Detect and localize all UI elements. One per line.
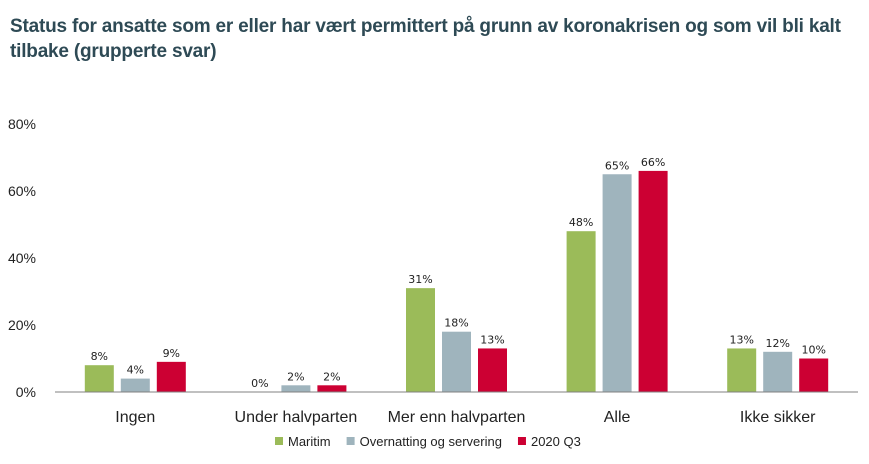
bar-5-series-3 — [799, 358, 829, 392]
y-tick-label-20: 20% — [8, 317, 36, 333]
data-label-2-series-1: 0% — [251, 377, 268, 390]
bar-series-group: 8% 4% 9% 0% 2% 2% 31% 18% 13% 48% 65% 66% 13% 12% 10% — [84, 156, 829, 392]
data-label-3-series-2: 18% — [444, 317, 468, 330]
data-label-3-series-3: 13% — [480, 333, 504, 346]
legend: Maritim Overnatting og servering 2020 Q3 — [275, 434, 581, 449]
y-tick-label-60: 60% — [8, 183, 36, 199]
bar-5-series-1 — [727, 348, 757, 392]
legend-label-1: Maritim — [288, 434, 331, 449]
bar-3-series-1 — [406, 288, 435, 392]
category-label-4: Alle — [604, 409, 631, 426]
y-axis: 0% 20% 40% 60% 80% — [8, 116, 36, 400]
data-label-4-series-3: 66% — [641, 156, 665, 169]
bar-4-series-2 — [602, 174, 632, 392]
category-label-1: Ingen — [115, 409, 155, 426]
bar-2-series-3 — [317, 385, 347, 392]
data-label-4-series-1: 48% — [569, 216, 593, 229]
legend-label-3: 2020 Q3 — [531, 434, 581, 449]
data-label-5-series-3: 10% — [801, 344, 825, 357]
y-tick-label-80: 80% — [8, 116, 36, 132]
data-label-3-series-1: 31% — [408, 273, 432, 286]
y-tick-label-40: 40% — [8, 250, 36, 266]
bar-4-series-3 — [638, 170, 668, 392]
x-axis: Ingen Under halvparten Mer enn halvparten A… — [55, 391, 858, 426]
data-label-1-series-3: 9% — [163, 347, 180, 360]
data-label-1-series-2: 4% — [127, 364, 144, 377]
data-label-5-series-1: 13% — [729, 333, 753, 346]
bar-3-series-3 — [478, 348, 507, 392]
bar-5-series-2 — [763, 351, 793, 392]
y-tick-label-0: 0% — [16, 384, 36, 400]
data-label-4-series-2: 65% — [605, 159, 629, 172]
bar-4-series-1 — [566, 231, 596, 392]
legend-swatch-2 — [346, 437, 355, 445]
legend-swatch-1 — [275, 437, 283, 445]
category-label-5: Ikke sikker — [740, 409, 816, 426]
data-label-1-series-1: 8% — [91, 350, 108, 363]
legend-swatch-3 — [517, 437, 526, 445]
bar-1-series-2 — [120, 378, 150, 392]
legend-label-2: Overnatting og servering — [360, 434, 502, 449]
category-label-3: Mer enn halvparten — [388, 409, 526, 426]
data-label-2-series-2: 2% — [287, 370, 304, 383]
bar-2-series-2 — [281, 385, 311, 392]
data-label-2-series-3: 2% — [323, 370, 340, 383]
data-label-5-series-2: 12% — [765, 337, 789, 350]
bar-1-series-1 — [84, 365, 114, 392]
category-label-2: Under halvparten — [235, 409, 358, 426]
bar-1-series-3 — [156, 361, 186, 392]
bar-3-series-2 — [442, 331, 471, 392]
chart-title: Status for ansatte som er eller har vært… — [10, 16, 841, 62]
